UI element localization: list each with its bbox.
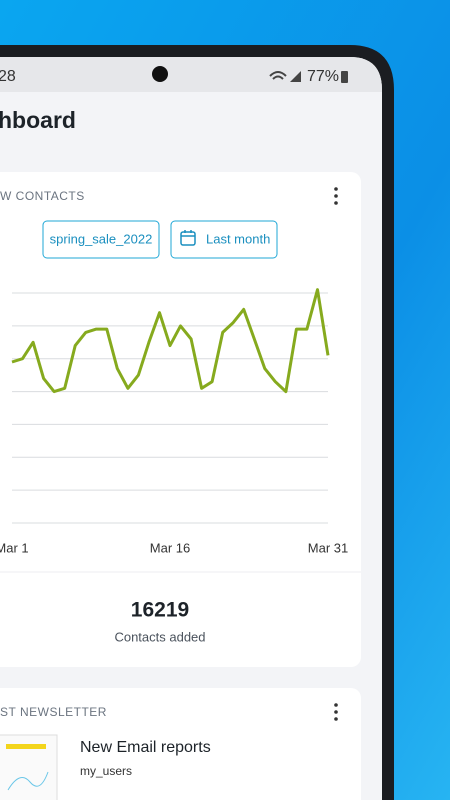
- status-bar: [0, 57, 382, 92]
- x-tick-label: Mar 16: [150, 540, 190, 555]
- battery-text: 77%: [307, 68, 339, 85]
- page-title: hboard: [0, 107, 76, 133]
- filter-label: Last month: [206, 231, 270, 246]
- card-title: ST NEWSLETTER: [0, 705, 107, 719]
- thumbnail-decoration: [7, 771, 49, 791]
- filter-chip[interactable]: [170, 220, 278, 259]
- battery-icon: [341, 71, 348, 83]
- total-label: Contacts added: [114, 629, 205, 644]
- thumbnail-decoration: [6, 744, 46, 749]
- data-line: [11, 288, 330, 394]
- newsletter-card: [0, 688, 361, 800]
- total-value: 16219: [131, 599, 189, 622]
- filter-label: spring_sale_2022: [50, 231, 153, 246]
- card-title: W CONTACTS: [0, 189, 85, 203]
- x-tick-label: Mar 31: [308, 540, 348, 555]
- signal-icon: [290, 71, 301, 82]
- filter-chip[interactable]: [42, 220, 160, 259]
- line-chart: Mar 1 Mar 16 Mar 31: [0, 288, 348, 555]
- newsletter-list: my_users: [80, 764, 132, 778]
- contacts-card: [0, 172, 361, 667]
- menu-button[interactable]: [334, 187, 338, 205]
- x-tick-label: Mar 1: [0, 540, 29, 555]
- calendar-icon: [180, 230, 196, 246]
- camera: [152, 66, 168, 82]
- menu-button[interactable]: [334, 703, 338, 721]
- status-time: 28: [0, 68, 16, 85]
- newsletter-name: New Email reports: [80, 739, 211, 756]
- wifi-icon: [269, 71, 287, 80]
